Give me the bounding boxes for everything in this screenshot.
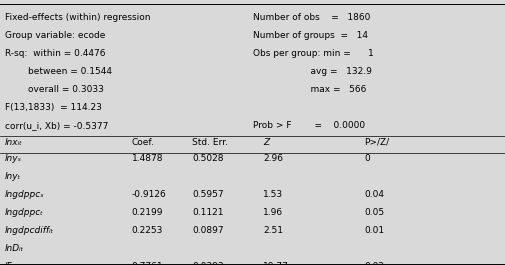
Text: 1.96: 1.96 (263, 208, 283, 217)
Text: F(13,1833)  = 114.23: F(13,1833) = 114.23 (5, 103, 102, 112)
Text: Number of obs    =   1860: Number of obs = 1860 (252, 13, 370, 22)
Text: between = 0.1544: between = 0.1544 (5, 67, 112, 76)
Text: Coef.: Coef. (131, 138, 154, 147)
Text: lngdppcₛ: lngdppcₛ (5, 190, 44, 199)
Text: 0.01: 0.01 (364, 226, 384, 235)
Text: 0.05: 0.05 (364, 208, 384, 217)
Text: corr(u_i, Xb) = -0.5377: corr(u_i, Xb) = -0.5377 (5, 121, 108, 130)
Text: max =   566: max = 566 (252, 85, 366, 94)
Text: lnxᵢₜ: lnxᵢₜ (5, 138, 23, 147)
Text: 1.53: 1.53 (263, 190, 283, 199)
Text: lnyₜ: lnyₜ (5, 172, 21, 181)
Text: Obs per group: min =      1: Obs per group: min = 1 (252, 49, 373, 58)
Text: 0.2199: 0.2199 (131, 208, 163, 217)
Text: Z: Z (263, 138, 269, 147)
Text: avg =   132.9: avg = 132.9 (252, 67, 371, 76)
Text: Fixed-effects (within) regression: Fixed-effects (within) regression (5, 13, 150, 22)
Text: Std. Err.: Std. Err. (192, 138, 228, 147)
Text: lngdpcdiffᵢₜ: lngdpcdiffᵢₜ (5, 226, 54, 235)
Text: 0.1121: 0.1121 (192, 208, 223, 217)
Text: 0.0897: 0.0897 (192, 226, 223, 235)
Text: overall = 0.3033: overall = 0.3033 (5, 85, 104, 94)
Text: 0.04: 0.04 (364, 190, 384, 199)
Text: Group variable: ecode: Group variable: ecode (5, 31, 105, 40)
Text: lnyₛ: lnyₛ (5, 154, 22, 163)
Text: 0.5028: 0.5028 (192, 154, 223, 163)
Text: 0.7761: 0.7761 (131, 262, 163, 265)
Text: 0.0393: 0.0393 (192, 262, 223, 265)
Text: 1.4878: 1.4878 (131, 154, 163, 163)
Text: lnDᵢₜ: lnDᵢₜ (5, 244, 24, 253)
Text: 0: 0 (364, 154, 369, 163)
Text: lngdppcₜ: lngdppcₜ (5, 208, 44, 217)
Text: P>/Z/: P>/Z/ (364, 138, 389, 147)
Text: 2.51: 2.51 (263, 226, 283, 235)
Text: 2.96: 2.96 (263, 154, 283, 163)
Text: Number of groups  =   14: Number of groups = 14 (252, 31, 367, 40)
Text: 0.02: 0.02 (364, 262, 384, 265)
Text: 0.5957: 0.5957 (192, 190, 223, 199)
Text: 19.77: 19.77 (263, 262, 288, 265)
Text: -0.9126: -0.9126 (131, 190, 166, 199)
Text: 0.2253: 0.2253 (131, 226, 163, 235)
Text: Prob > F        =    0.0000: Prob > F = 0.0000 (252, 121, 365, 130)
Text: IFₛ: IFₛ (5, 262, 16, 265)
Text: R-sq:  within = 0.4476: R-sq: within = 0.4476 (5, 49, 106, 58)
